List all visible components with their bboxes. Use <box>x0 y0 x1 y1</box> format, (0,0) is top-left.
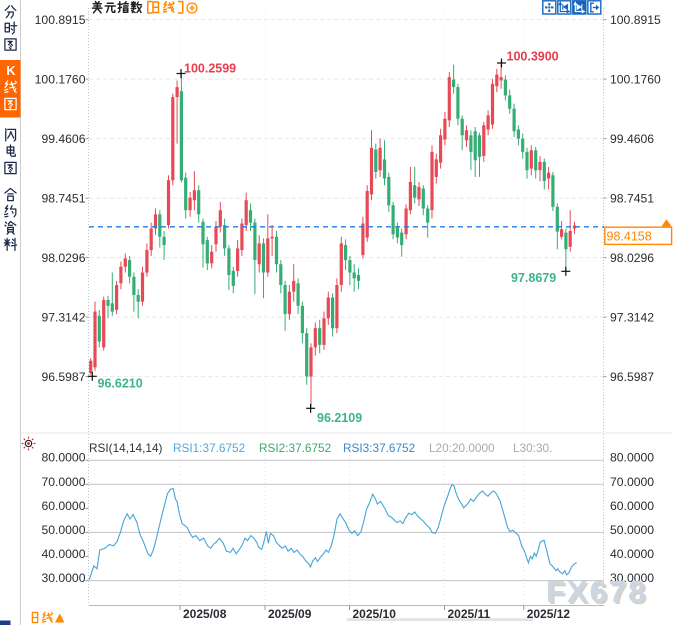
svg-text:99.4606: 99.4606 <box>610 132 654 146</box>
svg-text:98.7451: 98.7451 <box>41 191 85 205</box>
svg-text:70.0000: 70.0000 <box>41 475 85 489</box>
svg-text:2025/11: 2025/11 <box>448 607 491 621</box>
svg-text:100.2599: 100.2599 <box>184 62 236 76</box>
svg-text:98.0296: 98.0296 <box>610 251 654 265</box>
svg-text:50.0000: 50.0000 <box>610 523 654 537</box>
svg-text:RSI(14,14,14): RSI(14,14,14) <box>89 441 163 455</box>
svg-text:RSI2:37.6752: RSI2:37.6752 <box>259 441 331 455</box>
svg-text:30.0000: 30.0000 <box>41 571 85 585</box>
svg-text:98.0296: 98.0296 <box>41 251 85 265</box>
svg-text:30.0000: 30.0000 <box>610 571 654 585</box>
svg-text:97.3142: 97.3142 <box>41 310 85 324</box>
svg-text:K: K <box>6 63 16 78</box>
svg-text:2025/12: 2025/12 <box>527 607 571 621</box>
svg-text:2025/09: 2025/09 <box>268 607 312 621</box>
svg-text:96.5987: 96.5987 <box>41 370 85 384</box>
svg-text:FX678: FX678 <box>546 574 647 609</box>
svg-text:97.3142: 97.3142 <box>610 310 654 324</box>
svg-text:96.5987: 96.5987 <box>610 370 654 384</box>
svg-text:97.8679: 97.8679 <box>511 271 556 285</box>
svg-text:FX678: FX678 <box>548 576 649 611</box>
svg-text:60.0000: 60.0000 <box>610 499 654 513</box>
svg-text:100.8915: 100.8915 <box>610 13 661 27</box>
svg-text:100.8915: 100.8915 <box>35 13 86 27</box>
svg-text:100.1760: 100.1760 <box>610 72 661 86</box>
svg-text:99.4606: 99.4606 <box>41 132 85 146</box>
svg-text:RSI3:37.6752: RSI3:37.6752 <box>343 441 415 455</box>
svg-text:L30:30.: L30:30. <box>513 441 552 455</box>
svg-text:80.0000: 80.0000 <box>610 451 654 465</box>
svg-text:40.0000: 40.0000 <box>41 547 85 561</box>
svg-text:60.0000: 60.0000 <box>41 499 85 513</box>
svg-text:98.4158: 98.4158 <box>607 229 652 243</box>
svg-text:96.2109: 96.2109 <box>317 411 362 425</box>
svg-text:70.0000: 70.0000 <box>610 475 654 489</box>
svg-text:100.1760: 100.1760 <box>35 72 86 86</box>
svg-text:2025/08: 2025/08 <box>183 607 227 621</box>
svg-text:40.0000: 40.0000 <box>610 547 654 561</box>
svg-text:80.0000: 80.0000 <box>41 451 85 465</box>
svg-text:L20:20.0000: L20:20.0000 <box>429 441 495 455</box>
svg-text:RSI1:37.6752: RSI1:37.6752 <box>173 441 245 455</box>
svg-text:100.3900: 100.3900 <box>507 50 559 64</box>
svg-text:2025/10: 2025/10 <box>353 607 397 621</box>
svg-text:50.0000: 50.0000 <box>41 523 85 537</box>
svg-text:96.6210: 96.6210 <box>98 377 143 391</box>
svg-text:98.7451: 98.7451 <box>610 191 654 205</box>
